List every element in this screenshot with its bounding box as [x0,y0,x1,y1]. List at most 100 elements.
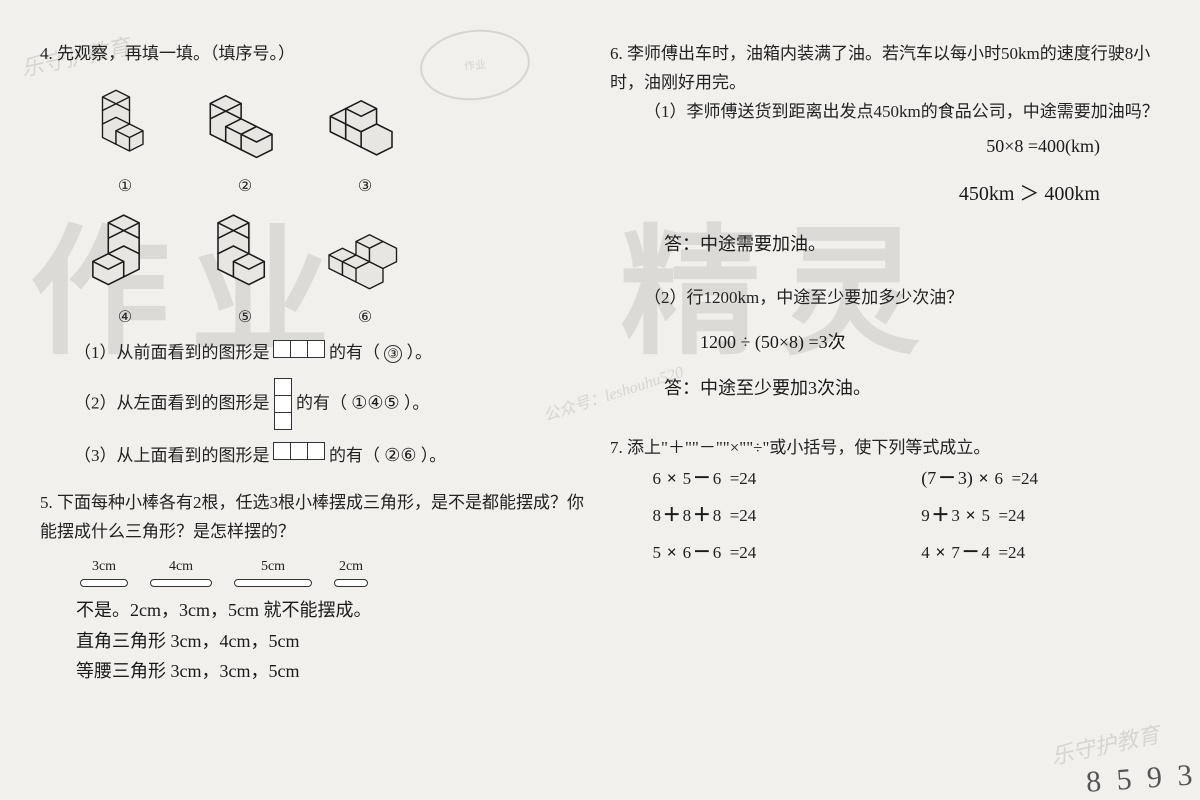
q7: 7. 添上"＋""－""×""÷"或小括号，使下列等式成立。 6×5－6 =24… [610,434,1160,568]
eq-a: 5 [653,543,662,562]
text: ）。 [407,343,433,362]
eq-c: 6 [713,469,722,488]
q7-grid: 6×5－6 =24 (7－3)×6 =24 8＋8＋8 =24 9＋3×5 =2… [610,463,1160,568]
text: （1）从前面看到的图形是 [74,343,270,362]
eq-op: × [930,537,952,568]
cube-icon [80,210,170,300]
q6-ans1: 答：中途需要加油。 [610,229,1160,260]
eq-c: 6 [713,543,722,562]
q4-figs-row2: ④ ⑤ [80,210,590,331]
text: （2）从左面看到的图形是 [74,393,270,412]
eq-op: － [936,463,958,494]
eq-a: 4 [921,543,930,562]
eq-a: 9 [921,506,930,525]
q7-eq-6: 4×7－4 =24 [921,537,1160,568]
eq-c: 8 [713,506,722,525]
eq-op: － [691,463,713,494]
q4-fig-6: ⑥ [320,210,410,331]
rod-bar [80,579,128,587]
eq-op: ＋ [930,500,952,531]
eq-op: － [960,537,982,568]
eq-b: 8 [683,506,692,525]
front-view-icon [274,340,325,369]
rod-label: 5cm [261,555,285,579]
eq-a: (7 [921,468,936,488]
eq-a: 6 [653,469,662,488]
q4-sub1: （1）从前面看到的图形是 的有（ ③ ）。 [40,339,590,369]
q7-eq-5: 5×6－6 =24 [653,537,892,568]
fig-label: ① [118,173,132,200]
eq-op: × [661,537,683,568]
rod-3cm: 3cm [80,555,128,587]
q7-eq-3: 8＋8＋8 =24 [653,500,892,531]
eq-c: 5 [981,506,990,525]
q4-fig-5: ⑤ [200,210,290,331]
eq-b: 3) [958,468,973,488]
left-column: 4. 先观察，再填一填。（填序号。） ① [30,40,600,780]
cube-icon [200,79,290,169]
rod-label: 2cm [339,555,363,579]
q6-ans2: 答：中途至少要加3次油。 [610,373,1160,404]
eq-r: =24 [730,506,757,525]
q6-sub2: （2）行1200km，中途至少要加多少次油？ [610,284,1160,313]
rod-bar [234,579,312,587]
fig-label: ⑥ [358,304,372,331]
q7-title: 7. 添上"＋""－""×""÷"或小括号，使下列等式成立。 [610,434,1160,463]
cube-icon [80,79,170,169]
eq-b: 7 [951,543,960,562]
text: 的有（ [329,446,380,465]
q7-eq-1: 6×5－6 =24 [653,463,892,494]
q4-ans1: ③ [384,345,402,363]
rod-bar [150,579,212,587]
q4-fig-4: ④ [80,210,170,331]
cube-icon [320,79,410,169]
q6-calc1: 50×8 =400(km) [610,131,1160,162]
text: ）。 [404,393,430,412]
q4-fig-2: ② [200,79,290,200]
text: 的有（ [296,393,347,412]
eq-r: =24 [730,543,757,562]
rod-4cm: 4cm [150,555,212,587]
fig-label: ② [238,173,252,200]
q4-title: 4. 先观察，再填一填。（填序号。） [40,40,590,69]
q5-ans2: 直角三角形 3cm，4cm，5cm [40,626,590,657]
q4-figs-row1: ① ② [80,79,590,200]
q4: 4. 先观察，再填一填。（填序号。） ① [40,40,590,471]
eq-c: 4 [981,543,990,562]
q4-ans2: ①④⑤ [351,392,399,412]
q6-title: 6. 李师傅出车时，油箱内装满了油。若汽车以每小时50km的速度行驶8小时，油刚… [610,40,1160,98]
text: 的有（ [329,343,380,362]
q6: 6. 李师傅出车时，油箱内装满了油。若汽车以每小时50km的速度行驶8小时，油刚… [610,40,1160,404]
text: （3）从上面看到的图形是 [74,446,270,465]
top-view-icon [274,442,325,471]
left-view-icon [274,379,292,430]
rod-2cm: 2cm [334,555,368,587]
q6-sub1: （1）李师傅送货到距离出发点450km的食品公司，中途需要加油吗？ [610,98,1160,127]
cube-icon [200,210,290,300]
eq-r: =24 [730,469,757,488]
eq-op: ＋ [661,500,683,531]
rod-label: 4cm [169,555,193,579]
q5-ans1: 不是。2cm，3cm，5cm 就不能摆成。 [40,595,590,626]
right-column: 6. 李师傅出车时，油箱内装满了油。若汽车以每小时50km的速度行驶8小时，油刚… [600,40,1170,780]
q6-calc3: 1200 ÷ (50×8) =3次 [610,327,1160,358]
eq-r: =24 [1011,469,1038,488]
eq-b: 5 [683,469,692,488]
eq-op: － [691,537,713,568]
q5-rods: 3cm 4cm 5cm 2cm [80,555,590,587]
q4-fig-3: ③ [320,79,410,200]
fig-label: ⑤ [238,304,252,331]
eq-op: × [973,463,995,494]
q5-ans3: 等腰三角形 3cm，3cm，5cm [40,656,590,687]
eq-op: × [960,500,982,531]
rod-5cm: 5cm [234,555,312,587]
q6-calc2: 450km ＞ 400km [610,177,1160,211]
eq-r: =24 [998,506,1025,525]
rod-bar [334,579,368,587]
rod-label: 3cm [92,555,116,579]
q4-sub2: （2）从左面看到的图形是 的有（ ①④⑤ ）。 [40,379,590,430]
q4-fig-1: ① [80,79,170,200]
eq-op: ＋ [691,500,713,531]
cube-icon [320,210,410,300]
eq-b: 3 [951,506,960,525]
